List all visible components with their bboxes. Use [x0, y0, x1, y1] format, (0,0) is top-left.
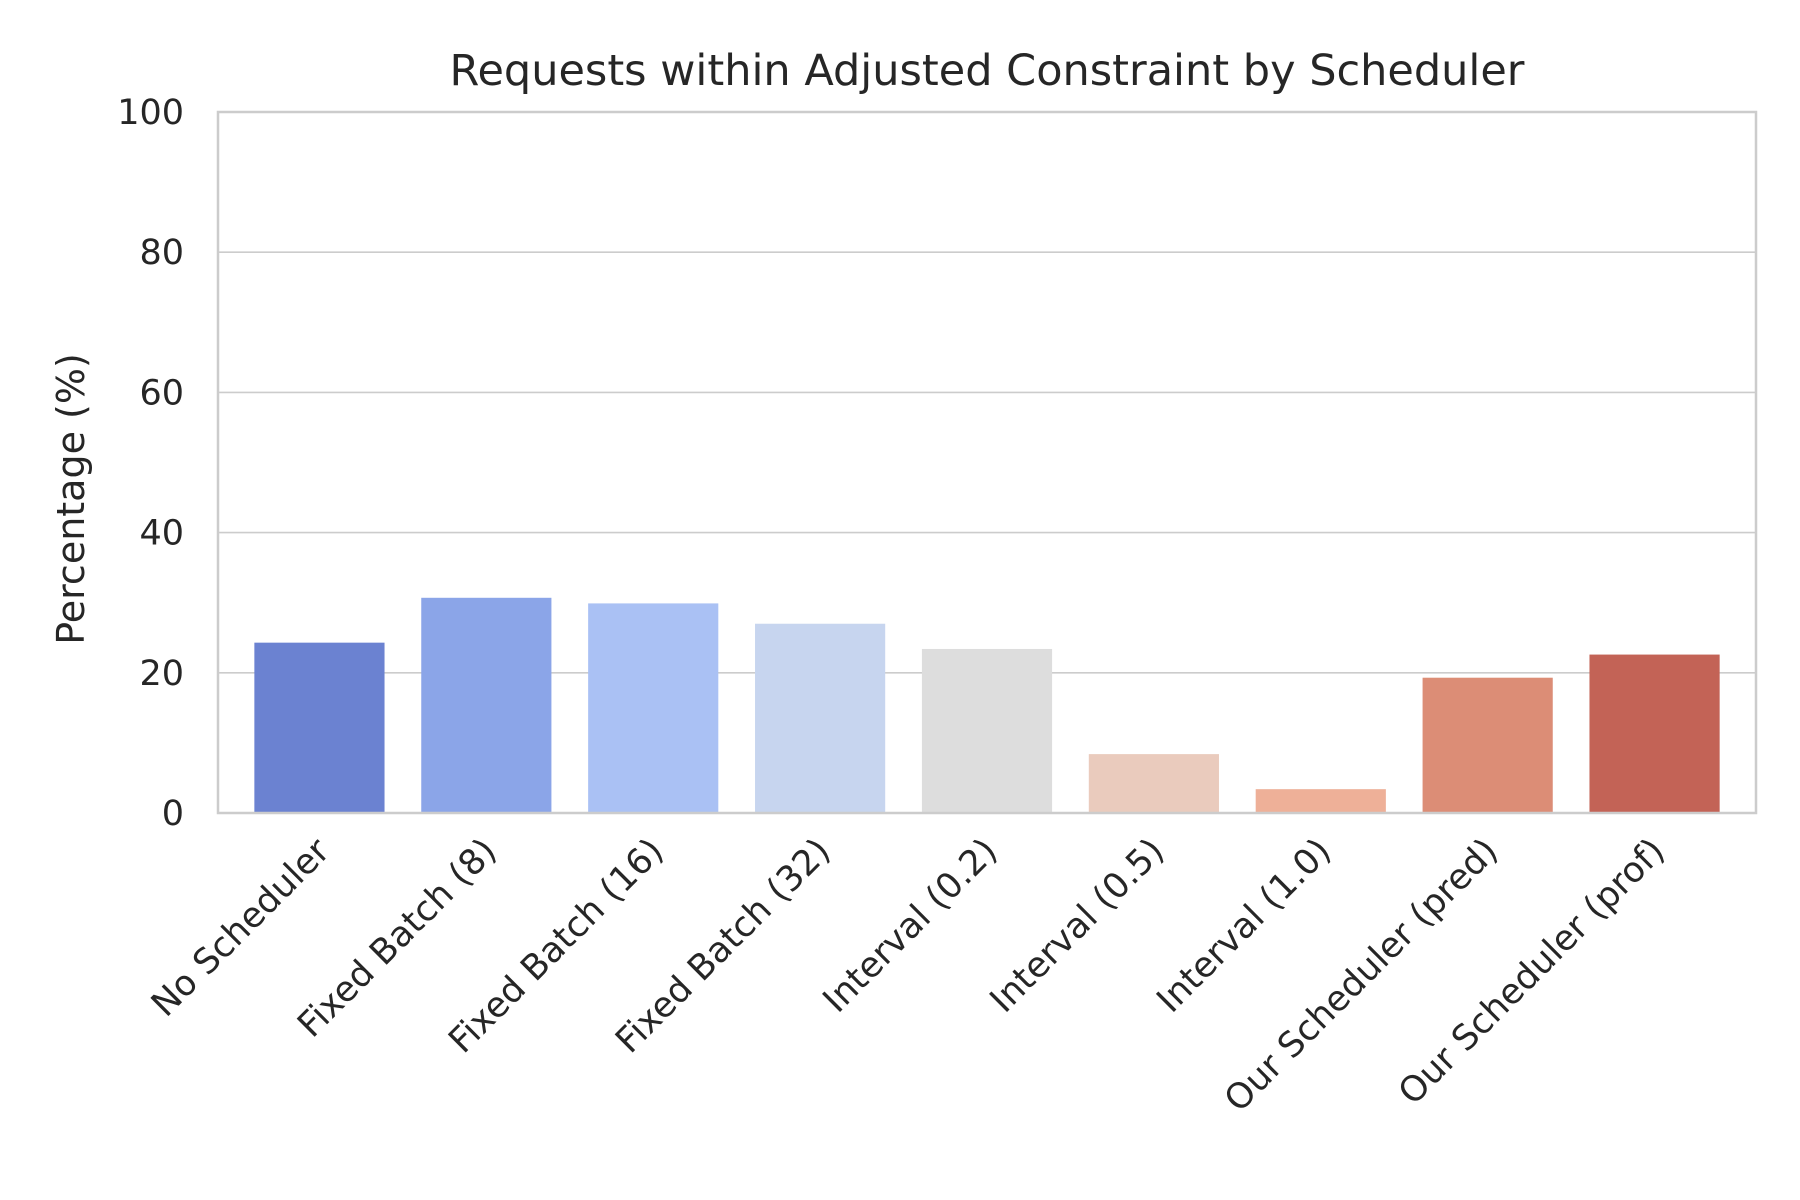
bar: [921, 648, 1053, 813]
bars: [254, 597, 1720, 813]
x-tick-label: Our Scheduler (pred): [1217, 831, 1506, 1120]
bar: [1589, 654, 1720, 813]
y-tick-label: 20: [139, 654, 184, 694]
bar: [1088, 754, 1219, 813]
bar: [254, 642, 385, 813]
x-tick-label: Our Scheduler (prof): [1391, 831, 1673, 1113]
y-axis-label: Percentage (%): [49, 353, 93, 645]
x-tick-label: No Scheduler: [144, 831, 338, 1025]
y-tick-label: 40: [139, 514, 184, 554]
y-tick-labels: 0 20 40 60 80 100: [117, 93, 184, 834]
bar: [1255, 789, 1386, 813]
y-tick-label: 100: [117, 93, 184, 133]
x-tick-label: Interval (0.2): [816, 831, 1006, 1021]
y-tick-label: 60: [139, 373, 184, 413]
x-tick-label: Interval (1.0): [1150, 831, 1340, 1021]
plot-frame: [216, 110, 1758, 815]
chart-title: Requests within Adjusted Constraint by S…: [450, 46, 1525, 96]
bar: [755, 623, 886, 813]
x-tick-label: Interval (0.5): [983, 831, 1173, 1021]
y-tick-label: 0: [162, 794, 184, 834]
bar: [1422, 677, 1553, 813]
bar: [588, 603, 719, 813]
y-tick-label: 80: [139, 233, 184, 273]
bar: [421, 597, 552, 813]
